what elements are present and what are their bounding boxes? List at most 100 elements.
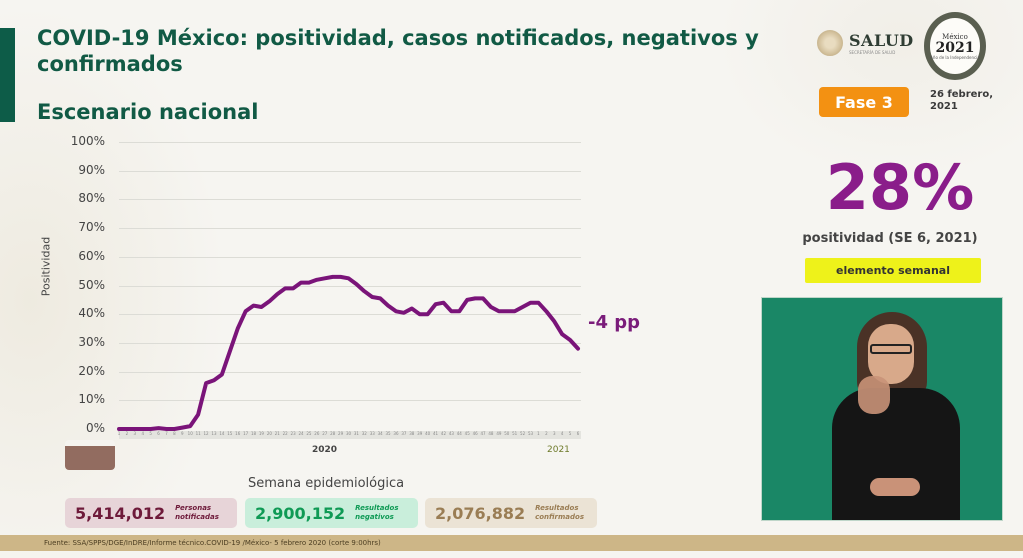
interpreter-glasses bbox=[870, 344, 912, 354]
gridline bbox=[119, 199, 581, 201]
x-tick: 9 bbox=[181, 431, 184, 436]
x-tick: 44 bbox=[456, 431, 462, 436]
mexico-2021-logo-sub: Año de la Independencia bbox=[930, 54, 980, 60]
salud-logo-subtext: SECRETARÍA DE SALUD bbox=[849, 50, 896, 55]
page-subtitle: Escenario nacional bbox=[37, 100, 259, 124]
x-tick: 3 bbox=[552, 431, 556, 436]
x-tick: 4 bbox=[141, 431, 144, 436]
stat-value: 2,076,882 bbox=[435, 503, 526, 523]
x-tick: 16 bbox=[235, 431, 241, 436]
x-tick: 11 bbox=[195, 431, 201, 436]
x-tick: 23 bbox=[290, 431, 296, 436]
x-tick: 27 bbox=[322, 431, 328, 436]
x-tick: 5 bbox=[149, 431, 152, 436]
x-tick: 5 bbox=[568, 431, 572, 436]
x-tick: 1 bbox=[117, 431, 121, 436]
x-tick: 34 bbox=[377, 431, 383, 436]
x-tick: 32 bbox=[361, 431, 367, 436]
y-tick: 50% bbox=[78, 277, 105, 292]
mexico-seal-icon bbox=[817, 30, 843, 56]
gridline bbox=[119, 228, 581, 230]
x-tick: 50 bbox=[504, 431, 510, 436]
interpreter-hands-folded bbox=[870, 478, 920, 496]
accent-bar bbox=[0, 28, 15, 122]
x-tick: 28 bbox=[330, 431, 336, 436]
sign-language-interpreter-video bbox=[761, 297, 1003, 521]
x-tick: 25 bbox=[306, 431, 312, 436]
mexico-2021-logo-year: 2021 bbox=[935, 39, 975, 56]
gridline bbox=[119, 256, 581, 258]
x-tick: 6 bbox=[576, 431, 580, 436]
x-tick: 7 bbox=[165, 431, 168, 436]
weekly-element-badge: elemento semanal bbox=[805, 258, 981, 283]
x-tick: 20 bbox=[266, 431, 272, 436]
x-tick: 38 bbox=[409, 431, 415, 436]
x-tick: 48 bbox=[488, 431, 494, 436]
x-tick: 52 bbox=[520, 431, 526, 436]
positivity-line bbox=[117, 274, 580, 431]
change-annotation: -4 pp bbox=[588, 312, 641, 333]
interpreter-hand bbox=[858, 376, 890, 414]
x-tick: 4 bbox=[560, 431, 564, 436]
gridline bbox=[119, 142, 581, 143]
year-label-2021: 2021 bbox=[547, 445, 570, 455]
report-date: 26 febrero, 2021 bbox=[930, 89, 994, 112]
x-tick: 17 bbox=[243, 431, 249, 436]
y-tick: 20% bbox=[78, 363, 105, 378]
x-tick: 46 bbox=[472, 431, 478, 436]
x-tick: 8 bbox=[173, 431, 176, 436]
x-axis-band bbox=[119, 431, 581, 439]
x-tick: 2 bbox=[125, 431, 129, 436]
x-tick: 51 bbox=[512, 431, 518, 436]
stat-negative: 2,900,152 Resultados negativos bbox=[245, 498, 418, 528]
positivity-value: 28% bbox=[825, 151, 975, 224]
x-tick: 13 bbox=[211, 431, 217, 436]
y-tick: 10% bbox=[78, 392, 105, 407]
y-tick: 60% bbox=[78, 248, 105, 263]
x-tick: 49 bbox=[496, 431, 502, 436]
x-tick: 53 bbox=[527, 431, 534, 436]
x-tick: 15 bbox=[227, 431, 233, 436]
x-tick: 10 bbox=[187, 431, 193, 436]
x-tick: 3 bbox=[133, 431, 137, 436]
y-tick: 30% bbox=[78, 334, 105, 349]
phase-badge: Fase 3 bbox=[819, 87, 909, 117]
x-tick: 19 bbox=[258, 431, 264, 436]
x-tick: 1 bbox=[537, 431, 540, 436]
interpreter-torso bbox=[832, 388, 960, 520]
gridline bbox=[119, 314, 581, 316]
x-tick: 29 bbox=[338, 431, 344, 436]
x-tick: 43 bbox=[448, 431, 454, 436]
x-tick: 35 bbox=[385, 431, 391, 436]
gridline bbox=[119, 170, 581, 172]
x-tick: 41 bbox=[433, 431, 439, 436]
salud-logo: SALUD SECRETARÍA DE SALUD bbox=[817, 30, 914, 56]
x-tick: 45 bbox=[464, 431, 470, 436]
mexico-2021-logo-top: México bbox=[942, 32, 968, 41]
page-title: COVID-19 México: positividad, casos noti… bbox=[37, 26, 759, 76]
x-tick: 22 bbox=[282, 431, 288, 436]
x-tick: 40 bbox=[425, 431, 431, 436]
stat-label: Resultados negativos bbox=[355, 504, 399, 521]
x-tick: 31 bbox=[353, 431, 359, 436]
interpreter-face bbox=[868, 324, 914, 384]
y-tick: 40% bbox=[78, 306, 105, 321]
gridline bbox=[119, 371, 581, 373]
x-tick: 24 bbox=[298, 431, 304, 436]
y-tick: 80% bbox=[78, 191, 105, 206]
stat-label: Resultados confirmados bbox=[535, 504, 585, 521]
gridline bbox=[119, 400, 581, 402]
stat-notified: 5,414,012 Personas notificadas bbox=[65, 498, 237, 528]
stat-value: 5,414,012 bbox=[75, 503, 166, 523]
x-tick: 14 bbox=[219, 431, 225, 436]
mexico-2021-logo: México 2021 Año de la Independencia bbox=[924, 12, 986, 80]
x-tick: 37 bbox=[401, 431, 407, 436]
stat-confirmed: 2,076,882 Resultados confirmados bbox=[425, 498, 597, 528]
year-label-2020: 2020 bbox=[312, 445, 338, 455]
x-tick: 6 bbox=[157, 431, 160, 436]
positivity-label: positividad (SE 6, 2021) bbox=[802, 231, 978, 246]
positivity-line-chart: Positividad 100% 90% 80% 70% 60% 50% 40% 30% 20%… bbox=[40, 134, 641, 491]
x-tick: 42 bbox=[440, 431, 446, 436]
y-tick: 90% bbox=[78, 162, 105, 177]
independence-logo bbox=[65, 440, 115, 470]
